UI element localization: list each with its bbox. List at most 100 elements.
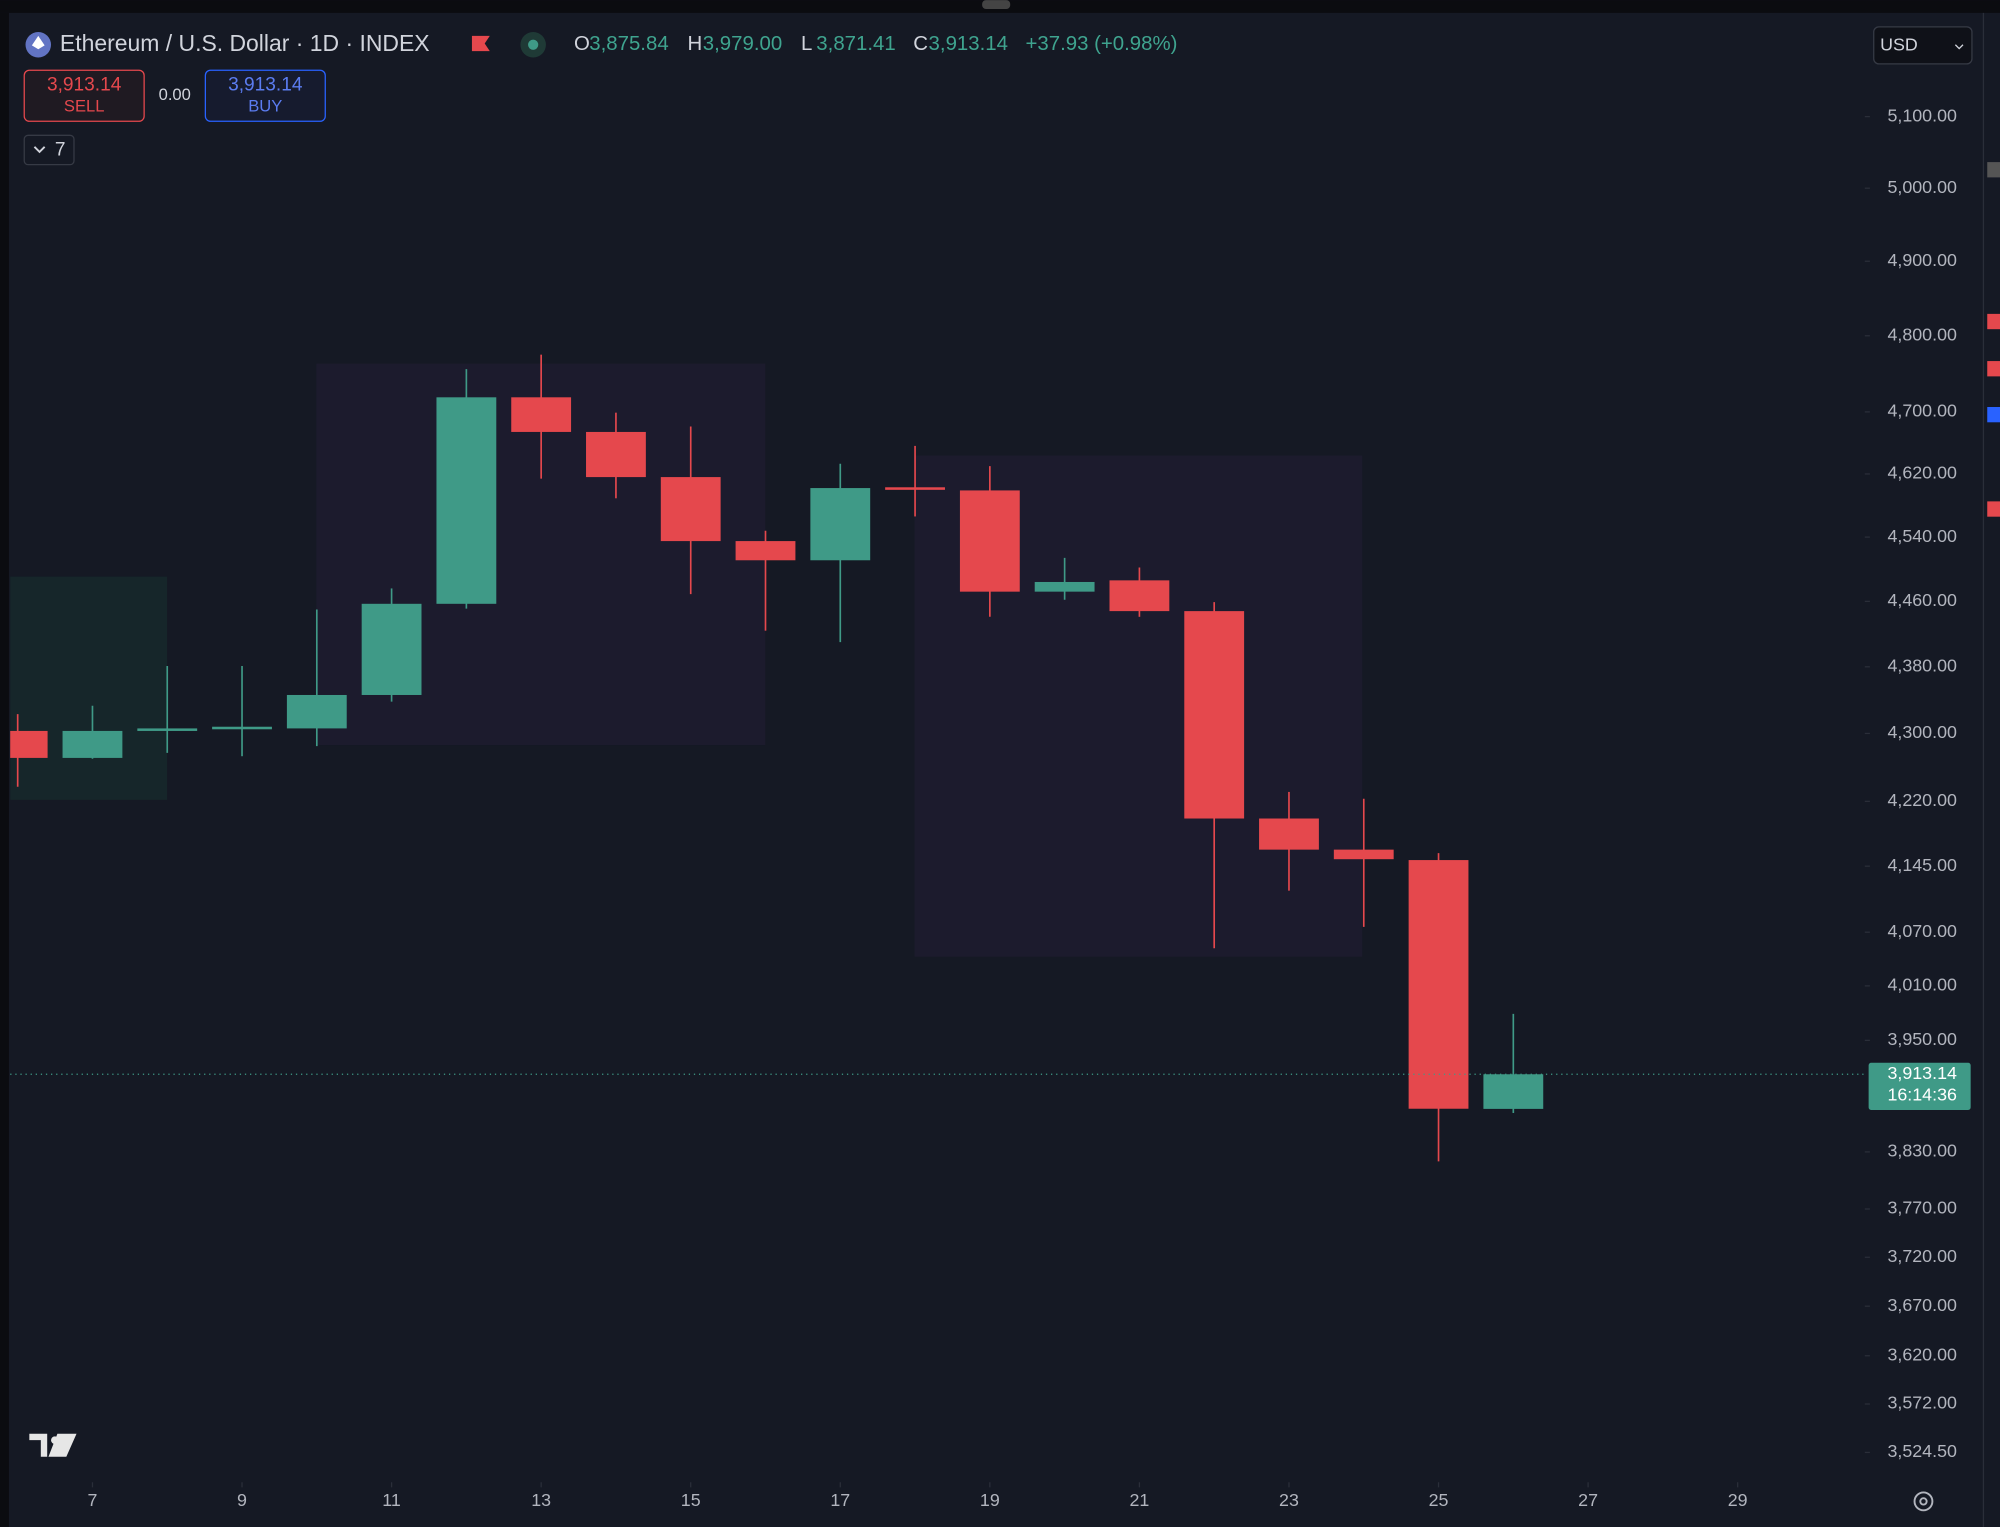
y-tick-label: 3,572.00 — [1887, 1393, 1957, 1413]
indicators-count: 7 — [55, 140, 66, 161]
y-tick-label: 4,540.00 — [1887, 526, 1957, 546]
x-tick-label: 29 — [1728, 1490, 1748, 1510]
side-marker — [1987, 361, 2000, 377]
y-tick-label: 5,100.00 — [1887, 105, 1957, 125]
y-tick-label: 3,524.50 — [1887, 1441, 1957, 1461]
x-tick-label: 25 — [1429, 1490, 1449, 1510]
x-tick-label: 13 — [531, 1490, 551, 1510]
buy-price: 3,913.14 — [228, 75, 303, 96]
ohlc-value: 3,979.00 — [703, 33, 782, 55]
candle-body — [735, 541, 796, 561]
candle-body — [10, 730, 48, 758]
y-tick-label: 4,145.00 — [1887, 855, 1957, 875]
y-tick-label: 4,700.00 — [1887, 401, 1957, 421]
candles — [10, 354, 1544, 1162]
sell-button[interactable] — [23, 69, 145, 122]
last-price-tag — [1868, 1062, 1971, 1110]
symbol-title[interactable]: Ethereum / U.S. Dollar · 1D · INDEX — [60, 30, 430, 56]
sell-label: SELL — [64, 97, 105, 116]
x-tick-label: 9 — [237, 1490, 247, 1510]
ohlc-key: O — [574, 33, 590, 55]
side-marker — [1987, 406, 2000, 423]
candle-body — [137, 728, 198, 731]
candle-body — [1408, 860, 1469, 1109]
candle-body — [959, 490, 1020, 592]
candle-body — [885, 487, 945, 490]
ohlc-key: H — [688, 33, 703, 55]
candle-body — [62, 730, 123, 758]
y-tick-label: 3,620.00 — [1887, 1344, 1957, 1364]
last-price: 3,913.14 — [1887, 1063, 1957, 1083]
left-border — [0, 12, 9, 1527]
candle-body — [286, 694, 347, 729]
candle-body — [1259, 818, 1319, 850]
y-tick-label: 3,670.00 — [1887, 1295, 1957, 1315]
candle-body — [1184, 611, 1245, 819]
y-tick-label: 4,460.00 — [1887, 590, 1957, 610]
candle-body — [212, 726, 272, 730]
side-marker — [1987, 313, 2000, 330]
chevron — [1954, 44, 1964, 50]
ohlc-value: 3,913.14 — [929, 33, 1008, 55]
candle-body — [511, 397, 572, 432]
y-tick-label: 5,000.00 — [1887, 177, 1957, 197]
x-tick-label: 23 — [1279, 1490, 1299, 1510]
currency-select[interactable] — [1873, 26, 1973, 65]
currency: USD — [1880, 35, 1918, 55]
x-tick-label: 21 — [1129, 1490, 1149, 1510]
indicators-toggle[interactable] — [23, 134, 75, 166]
ohlc-key: C — [913, 33, 928, 55]
flag-icon[interactable] — [471, 35, 490, 52]
axes: 5,100.00 5,000.00 4,900.00 4,800.00 4,700.00… — [10, 105, 1971, 1510]
x-tick-label: 17 — [830, 1490, 850, 1510]
y-tick-label: 4,620.00 — [1887, 463, 1957, 483]
status-dot — [528, 39, 539, 50]
y-tick-label: 3,720.00 — [1887, 1246, 1957, 1266]
logo-dot — [51, 1436, 59, 1444]
y-tick-label: 3,950.00 — [1887, 1029, 1957, 1049]
ohlc-value: 3,871.41 — [816, 33, 895, 55]
drag-handle[interactable] — [982, 0, 1011, 10]
symbol-icon-glyph — [31, 35, 45, 50]
candle-body — [586, 431, 646, 478]
candle-body — [810, 488, 871, 561]
drawing-rectangle[interactable] — [10, 576, 168, 800]
candle-body — [1109, 580, 1170, 612]
y-tick-label: 4,900.00 — [1887, 250, 1957, 270]
ohlc-key: L — [801, 33, 812, 55]
settings-icon[interactable] — [1913, 1491, 1934, 1512]
buy-label: BUY — [248, 97, 282, 116]
candle-body — [1483, 1074, 1544, 1109]
change: +37.93 (+0.98%) — [1026, 33, 1178, 55]
y-tick-label: 3,770.00 — [1887, 1198, 1957, 1218]
candle-body — [436, 397, 497, 604]
settings-icon-core — [1919, 1497, 1928, 1506]
y-tick-label: 4,300.00 — [1887, 722, 1957, 742]
x-tick-label: 27 — [1578, 1490, 1598, 1510]
ohlc-legend: O 3,875.84 H 3,979.00 L 3,871.41 C 3,913.14 — [574, 33, 1008, 55]
candle-body — [660, 477, 721, 542]
x-tick-label: 7 — [87, 1490, 97, 1510]
y-tick-label: 4,380.00 — [1887, 656, 1957, 676]
countdown: 16:14:36 — [1887, 1085, 1957, 1105]
ohlc-value: 3,875.84 — [589, 33, 668, 55]
candle-body — [361, 603, 422, 695]
chevron — [33, 146, 46, 154]
y-tick-label: 4,800.00 — [1887, 324, 1957, 344]
candle-body — [1034, 581, 1095, 592]
y-tick-label: 3,830.00 — [1887, 1141, 1957, 1161]
side-marker — [1987, 501, 2000, 517]
x-tick-label: 11 — [382, 1490, 401, 1510]
candle-body — [1333, 849, 1394, 860]
x-tick-label: 15 — [681, 1490, 701, 1510]
buy-button[interactable] — [204, 69, 326, 122]
y-tick-label: 4,220.00 — [1887, 790, 1957, 810]
y-tick-label: 4,010.00 — [1887, 975, 1957, 995]
side-marker — [1987, 162, 2000, 178]
sell-price: 3,913.14 — [47, 75, 122, 96]
spread: 0.00 — [159, 85, 191, 104]
y-tick-label: 4,070.00 — [1887, 921, 1957, 941]
x-tick-label: 19 — [980, 1490, 1000, 1510]
